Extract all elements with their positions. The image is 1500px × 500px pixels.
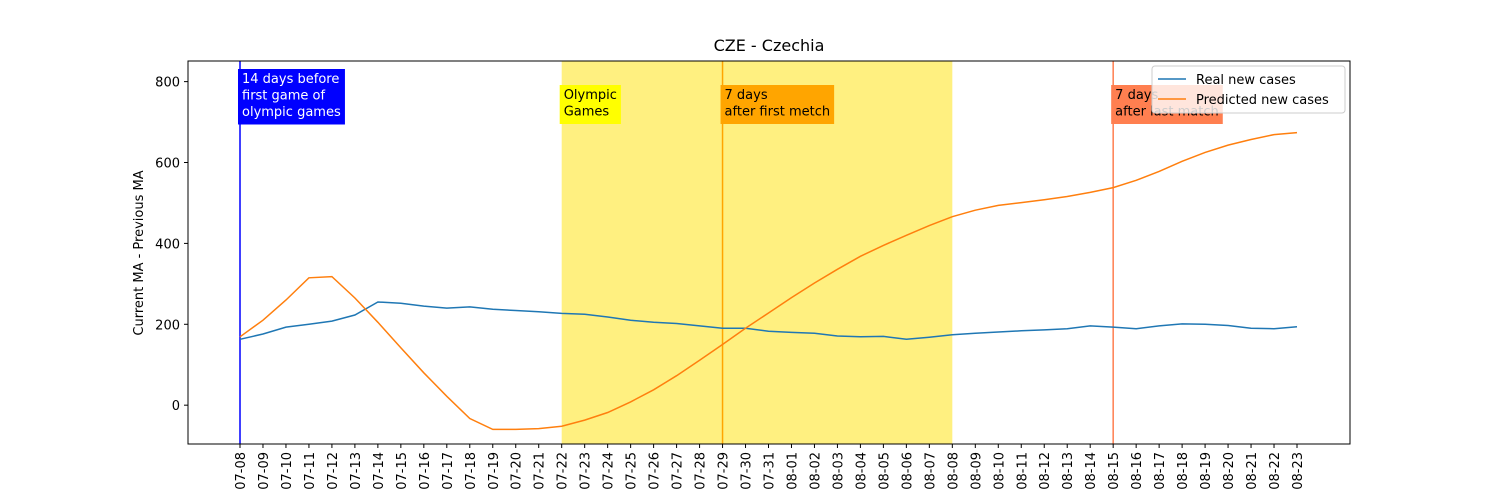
x-tick-label: 07-22 xyxy=(556,452,571,490)
annotation-text: 7 days xyxy=(1115,88,1158,103)
x-tick-label: 07-10 xyxy=(280,452,295,490)
x-tick-label: 07-29 xyxy=(717,452,732,490)
annotation-text: Games xyxy=(564,105,610,120)
x-tick-label: 08-13 xyxy=(1061,452,1076,490)
annotation-box xyxy=(559,85,621,124)
x-tick-label: 08-09 xyxy=(969,452,984,490)
x-tick-label: 08-16 xyxy=(1130,452,1145,490)
x-tick-label: 08-12 xyxy=(1038,452,1053,490)
x-tick-label: 07-08 xyxy=(234,452,249,490)
legend-label: Real new cases xyxy=(1196,73,1296,88)
annotation-text: first game of xyxy=(242,89,326,104)
x-tick-label: 07-17 xyxy=(441,452,456,490)
x-tick-label: 08-21 xyxy=(1245,452,1260,490)
y-tick-label: 800 xyxy=(155,76,180,91)
y-tick-label: 200 xyxy=(155,318,180,333)
y-axis-label: Current MA - Previous MA xyxy=(132,170,147,335)
x-tick-label: 07-28 xyxy=(694,452,709,490)
x-tick-label: 07-24 xyxy=(602,452,617,490)
annotation: 7 days after first metch xyxy=(720,85,835,124)
x-tick-label: 07-21 xyxy=(533,452,548,490)
x-tick-label: 08-02 xyxy=(808,452,823,490)
x-tick-label: 08-19 xyxy=(1199,452,1214,490)
series-line xyxy=(239,131,1298,431)
annotation-box xyxy=(720,85,835,124)
x-tick-label: 07-30 xyxy=(740,452,755,490)
x-tick-label: 07-23 xyxy=(579,452,594,490)
x-tick-label: 08-07 xyxy=(923,452,938,490)
x-tick-label: 08-23 xyxy=(1291,452,1306,490)
olympic-span xyxy=(561,61,953,444)
y-tick-label: 400 xyxy=(155,237,180,252)
x-tick-label: 08-04 xyxy=(854,452,869,490)
x-tick-label: 07-16 xyxy=(418,452,433,490)
annotation-box xyxy=(238,69,345,125)
annotation: Olympic Games xyxy=(559,85,621,124)
x-tick-label: 07-20 xyxy=(510,452,525,490)
annotation-text: after first metch xyxy=(725,105,831,120)
x-tick-label: 08-11 xyxy=(1015,452,1030,490)
x-tick-label: 08-20 xyxy=(1222,452,1237,490)
x-tick-label: 08-10 xyxy=(992,452,1007,490)
x-tick-label: 07-14 xyxy=(372,452,387,490)
x-tick-label: 08-17 xyxy=(1153,452,1168,490)
legend-label: Predicted new cases xyxy=(1196,93,1329,108)
legend-box xyxy=(1151,65,1346,114)
x-tick-label: 07-26 xyxy=(648,452,663,490)
x-tick-label: 08-15 xyxy=(1107,452,1122,490)
x-tick-label: 08-14 xyxy=(1084,452,1099,490)
x-tick-label: 08-18 xyxy=(1176,452,1191,490)
y-tick-label: 0 xyxy=(172,399,180,414)
x-tick-label: 08-08 xyxy=(946,452,961,490)
x-tick-label: 07-13 xyxy=(349,452,364,490)
annotation-text: Olympic xyxy=(564,88,617,103)
x-tick-label: 07-31 xyxy=(763,452,778,490)
series-line xyxy=(239,301,1298,341)
y-tick-label: 600 xyxy=(155,157,180,172)
x-tick-label: 07-27 xyxy=(671,452,686,490)
x-tick-label: 08-06 xyxy=(900,452,915,490)
x-tick-label: 07-18 xyxy=(464,452,479,490)
x-tick-label: 08-01 xyxy=(785,452,800,490)
x-tick-label: 07-25 xyxy=(625,452,640,490)
annotation-text: olympic games xyxy=(242,105,341,120)
x-tick-label: 08-05 xyxy=(877,452,892,490)
chart-title: CZE - Czechia xyxy=(714,36,825,55)
annotation-text: 7 days xyxy=(725,88,768,103)
x-tick-label: 08-22 xyxy=(1268,452,1283,490)
annotation-text: 14 days before xyxy=(242,72,339,87)
x-tick-label: 07-12 xyxy=(326,452,341,490)
x-tick-label: 07-11 xyxy=(303,452,318,490)
x-tick-label: 08-03 xyxy=(831,452,846,490)
x-tick-label: 07-19 xyxy=(487,452,502,490)
x-tick-label: 07-09 xyxy=(257,452,272,490)
x-tick-label: 07-15 xyxy=(395,452,410,490)
